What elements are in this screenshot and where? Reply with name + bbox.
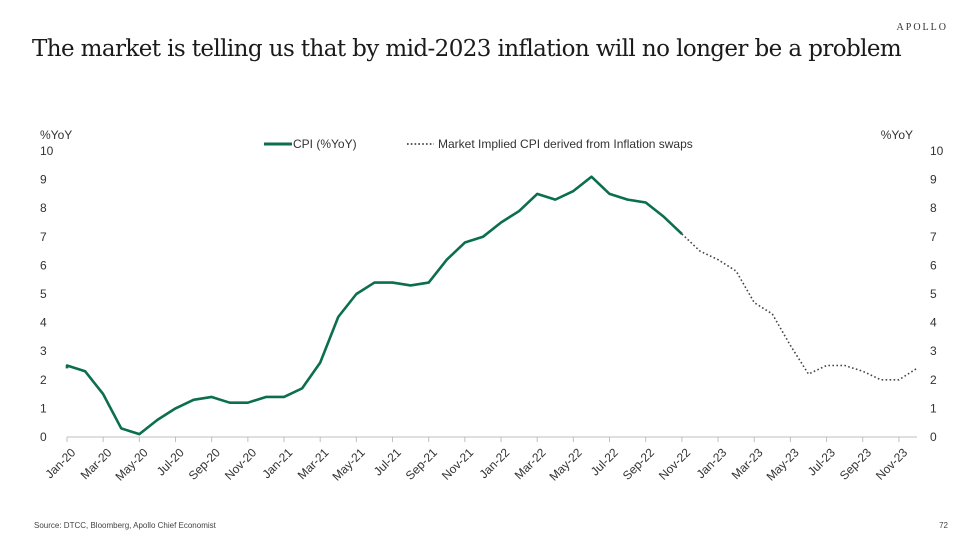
page-number: 72 bbox=[939, 521, 948, 530]
y-tick-label-left: 0 bbox=[40, 430, 47, 444]
y-axis-label-right: %YoY bbox=[881, 128, 913, 142]
x-tick-label: Jan-21 bbox=[260, 445, 296, 481]
x-tick-label: Sep-22 bbox=[620, 445, 657, 482]
x-tick-label: Jul-21 bbox=[371, 445, 404, 478]
y-tick-label-left: 3 bbox=[40, 344, 47, 358]
chart-legend: CPI (%YoY) Market Implied CPI derived fro… bbox=[264, 137, 693, 151]
y-tick-label-left: 2 bbox=[40, 373, 47, 387]
y-axis-label-left: %YoY bbox=[40, 128, 72, 142]
y-tick-label-right: 8 bbox=[930, 201, 937, 215]
legend-label-implied: Market Implied CPI derived from Inflatio… bbox=[438, 137, 693, 151]
x-tick-label: Mar-21 bbox=[295, 445, 332, 482]
brand-logo: APOLLO bbox=[896, 22, 948, 33]
chart-series bbox=[65, 175, 918, 436]
y-tick-label-right: 1 bbox=[930, 401, 937, 415]
y-tick-label-left: 5 bbox=[40, 287, 47, 301]
y-tick-label-right: 5 bbox=[930, 287, 937, 301]
x-tick-label: May-22 bbox=[547, 445, 585, 483]
y-tick-label-right: 9 bbox=[930, 173, 937, 187]
page-title: The market is telling us that by mid-202… bbox=[32, 36, 902, 62]
source-note: Source: DTCC, Bloomberg, Apollo Chief Ec… bbox=[34, 521, 216, 530]
x-tick-label: Sep-23 bbox=[837, 445, 874, 482]
y-tick-label-left: 10 bbox=[40, 144, 54, 158]
y-tick-label-left: 7 bbox=[40, 230, 47, 244]
y-tick-label-right: 6 bbox=[930, 258, 937, 272]
series-line-implied bbox=[681, 233, 918, 381]
x-tick-label: Nov-22 bbox=[656, 445, 693, 482]
y-tick-label-right: 10 bbox=[930, 144, 944, 158]
x-tick-label: Jan-22 bbox=[477, 445, 513, 481]
x-tick-label: Jul-23 bbox=[805, 445, 838, 478]
x-tick-label: Jan-23 bbox=[694, 445, 730, 481]
y-tick-label-left: 1 bbox=[40, 401, 47, 415]
y-tick-label-right: 0 bbox=[930, 430, 937, 444]
y-tick-label-left: 8 bbox=[40, 201, 47, 215]
y-tick-label-right: 7 bbox=[930, 230, 937, 244]
x-tick-label: Jul-20 bbox=[154, 445, 187, 478]
y-tick-label-right: 3 bbox=[930, 344, 937, 358]
y-tick-label-left: 4 bbox=[40, 316, 47, 330]
y-tick-label-left: 9 bbox=[40, 173, 47, 187]
x-tick-label: Nov-23 bbox=[873, 445, 910, 482]
x-tick-label: May-20 bbox=[112, 445, 150, 483]
x-tick-label: May-23 bbox=[764, 445, 802, 483]
y-tick-label-left: 6 bbox=[40, 258, 47, 272]
x-tick-label: Jul-22 bbox=[588, 445, 621, 478]
y-tick-label-right: 2 bbox=[930, 373, 937, 387]
x-tick-label: Mar-20 bbox=[78, 445, 115, 482]
x-tick-label: May-21 bbox=[330, 445, 368, 483]
x-tick-label: Mar-22 bbox=[512, 445, 549, 482]
x-tick-label: Nov-21 bbox=[439, 445, 476, 482]
x-tick-label: Mar-23 bbox=[729, 445, 766, 482]
series-line-cpi bbox=[65, 175, 683, 436]
x-tick-label: Sep-21 bbox=[403, 445, 440, 482]
x-tick-label: Sep-20 bbox=[186, 445, 223, 482]
x-tick-label: Nov-20 bbox=[222, 445, 259, 482]
x-tick-label: Jan-20 bbox=[42, 445, 78, 481]
legend-label-cpi: CPI (%YoY) bbox=[293, 137, 357, 151]
y-tick-label-right: 4 bbox=[930, 316, 937, 330]
